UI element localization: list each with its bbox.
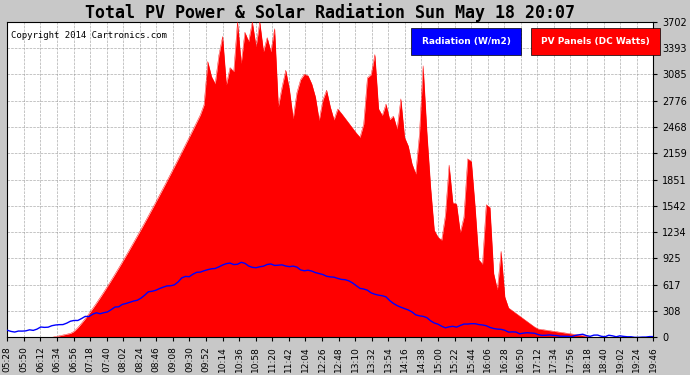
Text: Copyright 2014 Cartronics.com: Copyright 2014 Cartronics.com [10, 32, 166, 40]
Text: PV Panels (DC Watts): PV Panels (DC Watts) [541, 37, 649, 46]
Title: Total PV Power & Solar Radiation Sun May 18 20:07: Total PV Power & Solar Radiation Sun May… [86, 3, 575, 22]
FancyBboxPatch shape [531, 28, 660, 55]
Text: Radiation (W/m2): Radiation (W/m2) [422, 37, 511, 46]
FancyBboxPatch shape [411, 28, 521, 55]
